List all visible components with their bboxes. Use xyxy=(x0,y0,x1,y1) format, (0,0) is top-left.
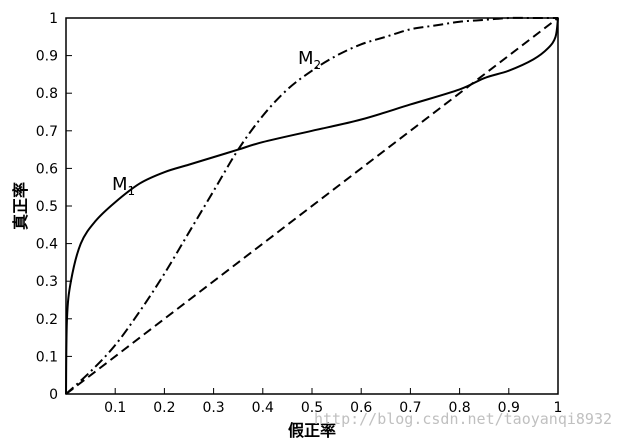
y-axis-label: 真正率 xyxy=(11,182,30,230)
y-tick-label: 0.2 xyxy=(36,312,58,328)
x-tick-label: 0.7 xyxy=(399,400,421,416)
watermark: http://blog.csdn.net/taoyanqi8932 xyxy=(314,410,612,428)
y-tick-label: 0 xyxy=(49,387,58,403)
x-tick-label: 0.5 xyxy=(301,400,323,416)
axis-ticks: 0 0.1 0.2 0.3 0.4 0.5 0.6 0.7 0.8 0.9 1 0.1 0.2 0.3 0.… xyxy=(36,11,563,416)
y-tick-label: 0.9 xyxy=(36,49,58,65)
y-tick-label: 0.8 xyxy=(36,86,58,102)
m2-label: M2 xyxy=(298,48,321,72)
y-tick-label: 0.5 xyxy=(36,199,58,215)
series-diagonal-line xyxy=(65,17,559,395)
series-m2-curve xyxy=(65,16,558,395)
x-tick-label: 0.3 xyxy=(202,400,224,416)
y-tick-label: 0.7 xyxy=(36,124,58,140)
x-tick-label: 1 xyxy=(554,400,563,416)
x-tick-label: 0.8 xyxy=(448,400,470,416)
y-tick-label: 1 xyxy=(49,11,58,27)
y-tick-label: 0.4 xyxy=(36,237,58,253)
series-m1-curve xyxy=(65,17,559,395)
x-tick-label: 0.6 xyxy=(350,400,372,416)
m1-label: M1 xyxy=(112,174,135,198)
y-tick-label: 0.6 xyxy=(36,161,58,177)
x-tick-label: 0.1 xyxy=(104,400,126,416)
x-tick-label: 0.4 xyxy=(252,400,274,416)
series-layer xyxy=(65,16,559,395)
y-tick-label: 0.3 xyxy=(36,274,58,290)
y-tick-label: 0.1 xyxy=(36,349,58,365)
x-tick-label: 0.2 xyxy=(153,400,175,416)
x-tick-label: 0.9 xyxy=(498,400,520,416)
x-axis-label: 假正率 xyxy=(288,421,336,440)
